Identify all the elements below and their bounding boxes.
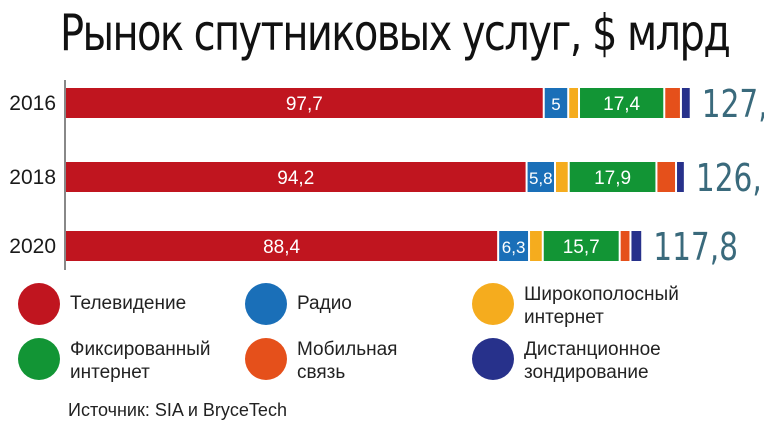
data-label-fixed-2016: 17,4: [603, 94, 640, 115]
category-label-2018: 2018: [9, 166, 56, 189]
bar-mobile-2018: [657, 162, 676, 192]
data-label-tv-2016: 97,7: [286, 94, 323, 115]
legend-swatch-fixed: [18, 338, 60, 380]
data-label-tv-2018: 94,2: [277, 168, 314, 189]
legend-label-fixed: Фиксированный интернет: [70, 339, 211, 383]
total-label-2018: 126,5: [696, 156, 764, 201]
category-label-2016: 2016: [9, 92, 56, 115]
bar-remote-2020: [631, 231, 642, 261]
legend-item-mobile: Мобильная связь: [245, 338, 397, 384]
legend-item-remote: Дистанционное зондирование: [472, 338, 661, 384]
bar-remote-2018: [677, 162, 684, 192]
bar-fixed-2018: [569, 162, 656, 192]
bar-tv-2016: [66, 88, 543, 118]
bar-tv-2020: [66, 231, 498, 261]
data-label-tv-2020: 88,4: [263, 237, 300, 258]
bar-fixed-2020: [543, 231, 619, 261]
total-label-2020: 117,8: [653, 225, 738, 270]
data-label-radio-2018: 5,8: [529, 169, 553, 188]
legend-swatch-mobile: [245, 338, 287, 380]
total-label-2016: 127,7: [702, 82, 764, 127]
bar-broadband-2016: [569, 88, 579, 118]
bar-broadband-2018: [556, 162, 568, 192]
source-note: Источник: SIA и BryceTech: [68, 400, 287, 420]
stacked-bar-chart: 2016 97,7 5 17,4 127,7 2018 94,2 5,8 17,9 126,5 20…: [9, 80, 764, 270]
chart-title: Рынок спутниковых услуг, $ млрд: [60, 4, 731, 62]
legend-item-fixed: Фиксированный интернет: [18, 338, 211, 384]
data-label-radio-2016: 5: [551, 95, 560, 114]
legend-label-mobile: Мобильная связь: [297, 339, 398, 383]
bar-broadband-2020: [530, 231, 542, 261]
data-label-fixed-2020: 15,7: [563, 237, 600, 258]
bar-mobile-2020: [620, 231, 630, 261]
bar-radio-2016: [544, 88, 568, 118]
bar-remote-2016: [681, 88, 690, 118]
data-label-radio-2020: 6,3: [502, 238, 526, 257]
bar-mobile-2016: [665, 88, 680, 118]
legend-label-remote: Дистанционное зондирование: [524, 339, 661, 383]
bar-radio-2020: [499, 231, 529, 261]
category-label-2020: 2020: [9, 235, 56, 258]
bar-radio-2018: [527, 162, 554, 192]
legend-swatch-remote: [472, 338, 514, 380]
data-label-fixed-2018: 17,9: [594, 168, 631, 189]
bar-fixed-2016: [580, 88, 664, 118]
bar-tv-2018: [66, 162, 526, 192]
